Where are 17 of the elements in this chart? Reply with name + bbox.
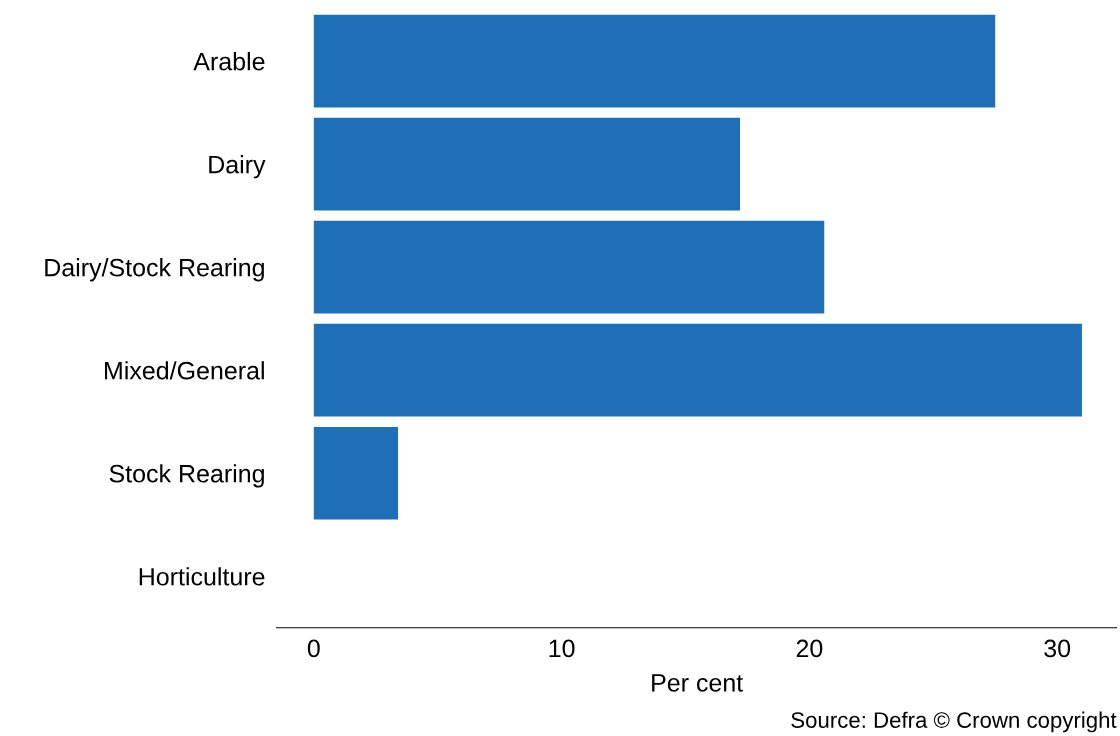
x-tick-label: 20 [796, 639, 823, 658]
y-tick-label: Horticulture [139, 567, 265, 586]
source-note: Source: Defra © Crown copyright [791, 711, 1117, 733]
bar [313, 14, 996, 108]
bar [313, 220, 825, 314]
bar [313, 117, 740, 211]
bar [313, 426, 399, 520]
x-tick-label: 0 [307, 639, 320, 658]
y-tick-label: Stock Rearing [109, 464, 264, 488]
y-tick-label: Dairy/Stock Rearing [45, 258, 264, 282]
bar [313, 323, 1082, 417]
y-tick-label: Mixed/General [105, 361, 264, 380]
y-tick-label: Arable [193, 52, 265, 71]
x-tick-label: 10 [549, 639, 575, 658]
x-axis-title: Per cent [652, 674, 744, 692]
x-tick-label: 30 [1044, 639, 1071, 658]
y-tick-label: Dairy [209, 155, 266, 179]
